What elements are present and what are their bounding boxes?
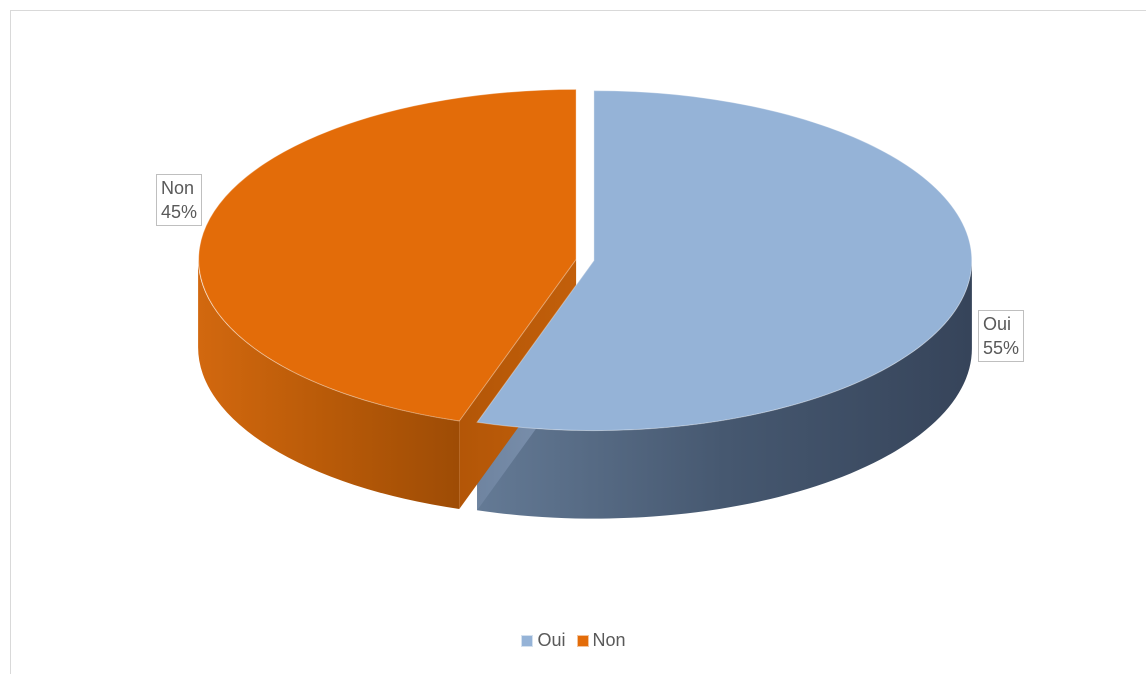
data-label-oui: Oui 55%: [978, 310, 1025, 362]
legend-label-oui: Oui: [537, 630, 566, 650]
data-label-oui-category: Oui: [983, 314, 1012, 334]
legend-label-non: Non: [592, 630, 626, 650]
legend-swatch-non: [576, 634, 589, 647]
chart-area: [10, 10, 1146, 674]
legend-item-non: Non: [576, 630, 626, 651]
legend-swatch-oui: [521, 634, 534, 647]
legend-item-oui: Oui: [521, 630, 565, 651]
pie-side-non: [198, 259, 460, 509]
pie-slice-non: [198, 88, 577, 422]
data-label-oui-value: 55%: [983, 338, 1020, 358]
legend: Oui Non: [0, 630, 1147, 652]
pie-slice-oui: [476, 90, 973, 432]
data-label-non-category: Non: [161, 178, 195, 198]
data-label-non-value: 45%: [161, 202, 198, 222]
pie-side-oui: [477, 260, 972, 519]
data-label-non: Non 45%: [156, 174, 203, 226]
